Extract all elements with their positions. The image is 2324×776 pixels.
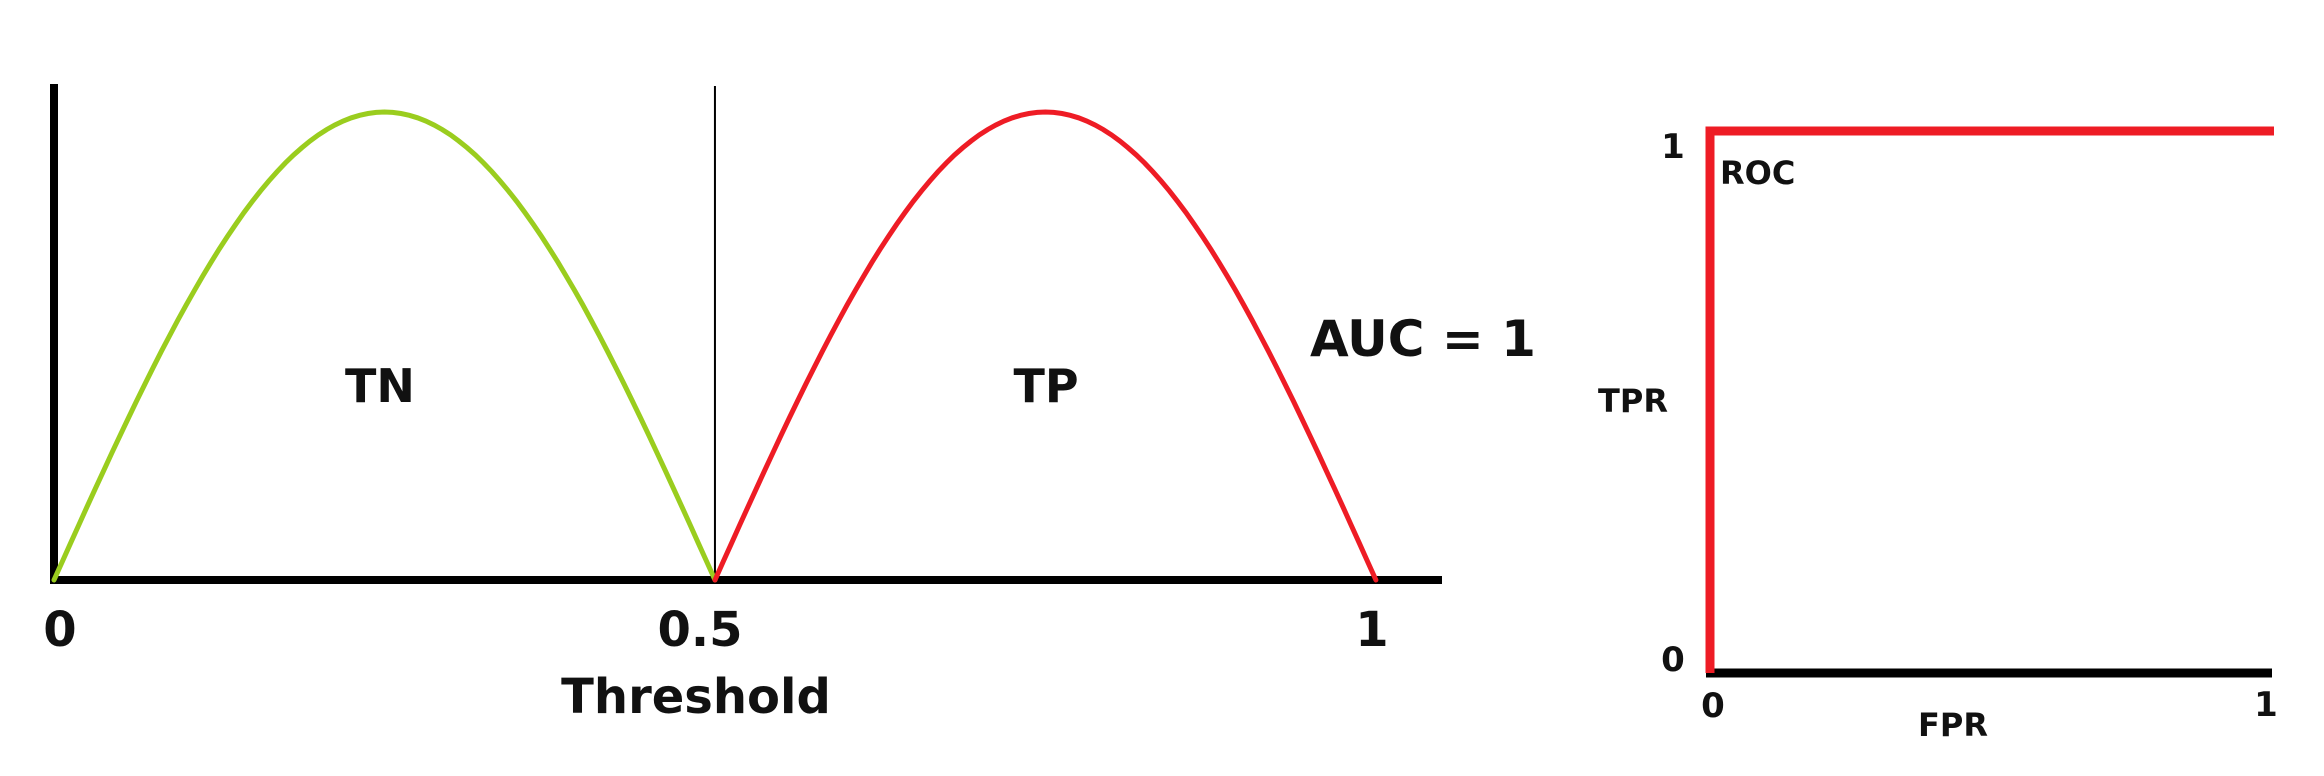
x-axis-label: Threshold [561, 669, 831, 725]
y-tick-label-1: 1 [1661, 127, 1685, 167]
x-tick-label-roc-0: 0 [1701, 686, 1725, 726]
x-tick-label-1: 1 [1355, 602, 1388, 658]
auc-annotation: AUC = 1 [1310, 310, 1536, 368]
roc-chart: ROC TPR FPR 1 0 0 1 [1598, 126, 2278, 744]
roc-label: ROC [1720, 154, 1795, 192]
x-tick-label-roc-1: 1 [2254, 685, 2278, 725]
x-tick-label-0.5: 0.5 [657, 602, 742, 658]
series-line-tn [51, 109, 718, 583]
series-label-tp: TP [1013, 359, 1078, 413]
roc-curve [1705, 126, 2274, 673]
series-line-tp [712, 109, 1379, 583]
series-label-tn: TN [345, 359, 415, 413]
y-tick-label-0: 0 [1661, 640, 1685, 680]
x-axis-label-fpr: FPR [1918, 706, 1988, 744]
distribution-chart: TN TP 0 0.5 1 Threshold AUC = 1 [43, 84, 1536, 725]
y-axis-label-tpr: TPR [1598, 382, 1668, 420]
x-tick-label-0: 0 [43, 602, 76, 658]
